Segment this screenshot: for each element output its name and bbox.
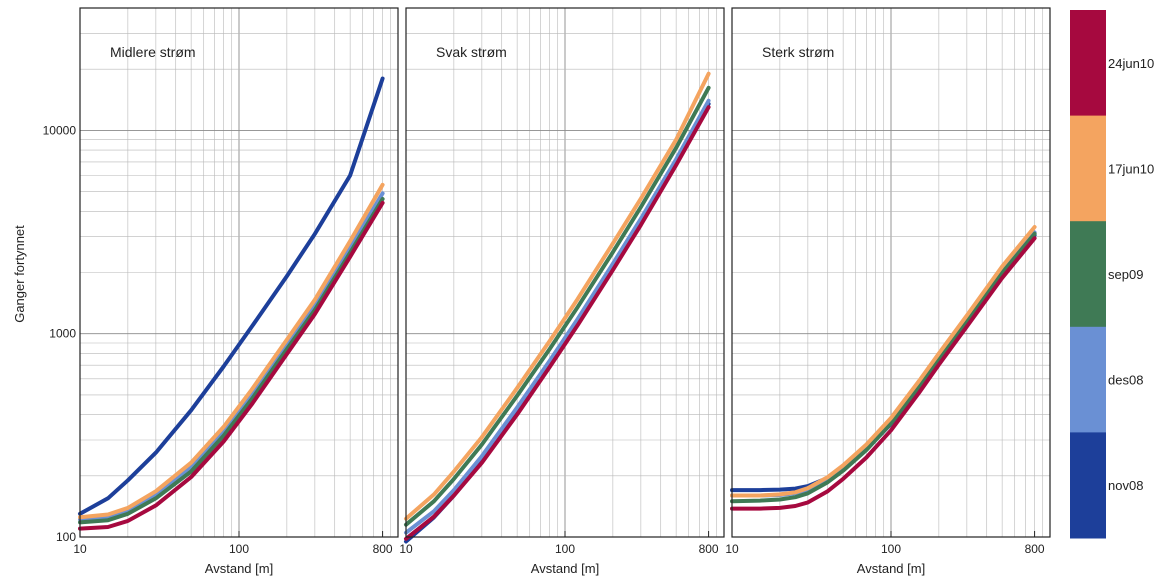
colorbar-segment-sep09: [1070, 221, 1106, 328]
series-line-24jun10: [404, 105, 711, 541]
series-line-24jun10: [730, 236, 1037, 511]
x-tick-label: 10: [73, 542, 87, 556]
x-tick-label: 10: [725, 542, 739, 556]
x-tick-label: 100: [229, 542, 249, 556]
panel-title: Midlere strøm: [110, 44, 196, 60]
series-line-nov08: [78, 76, 385, 516]
series-line-17jun10: [78, 182, 385, 520]
x-tick-label: 800: [1025, 542, 1045, 556]
series-line-24jun10: [78, 200, 385, 531]
series-line-17jun10: [404, 71, 711, 521]
grid: [79, 7, 398, 538]
x-axis-label: Avstand [m]: [531, 561, 599, 576]
y-tick-label: 100: [56, 530, 76, 544]
grid: [405, 7, 724, 538]
y-tick-label: 1000: [49, 327, 76, 341]
series-line-des08: [404, 98, 711, 535]
series-line-sep09: [730, 231, 1037, 504]
series-line-sep09: [404, 85, 711, 527]
x-tick-label: 800: [699, 542, 719, 556]
panel-title: Sterk strøm: [762, 44, 834, 60]
colorbar-label: nov08: [1108, 478, 1143, 493]
colorbar-label: 17jun10: [1108, 161, 1154, 176]
y-tick-label: 10000: [43, 123, 77, 137]
x-axis-label: Avstand [m]: [205, 561, 273, 576]
x-axis-label: Avstand [m]: [857, 561, 925, 576]
colorbar-label: des08: [1108, 373, 1143, 388]
colorbar-segment-des08: [1070, 326, 1106, 433]
colorbar-label: sep09: [1108, 267, 1143, 282]
x-tick-label: 800: [373, 542, 393, 556]
series-line-17jun10: [730, 225, 1037, 498]
x-tick-label: 100: [881, 542, 901, 556]
colorbar: 24jun10 17jun10 sep09 des08 nov08: [1070, 10, 1154, 539]
colorbar-segment-24jun10: [1070, 10, 1106, 117]
grid: [731, 7, 1050, 538]
panel-title: Svak strøm: [436, 44, 507, 60]
series-line-des08: [78, 191, 385, 522]
series-line-sep09: [78, 197, 385, 525]
colorbar-segment-nov08: [1070, 432, 1106, 539]
colorbar-label: 24jun10: [1108, 56, 1154, 71]
panel-2: Svak strøm 10 100 800 Avstand [m]: [399, 7, 725, 576]
x-tick-label: 100: [555, 542, 575, 556]
panel-3: Sterk strøm 10 100 800 Avstand [m]: [725, 7, 1051, 576]
y-axis-label: Ganger fortynnet: [12, 225, 27, 323]
colorbar-segment-17jun10: [1070, 115, 1106, 222]
x-tick-label: 10: [399, 542, 413, 556]
